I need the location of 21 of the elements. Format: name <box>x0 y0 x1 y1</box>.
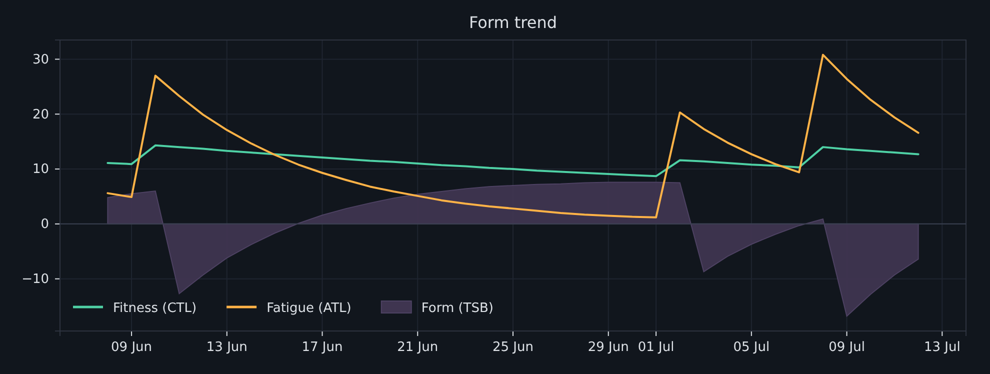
x-tick-label: 01 Jul <box>638 340 674 356</box>
y-tick-label: 20 <box>32 107 49 122</box>
x-tick-label: 21 Jun <box>397 340 438 356</box>
chart-title: Form trend <box>468 13 558 32</box>
y-tick-label: 10 <box>32 162 49 178</box>
y-tick-label: −10 <box>22 272 49 287</box>
line-series <box>106 54 920 218</box>
x-tick-label: 09 Jul <box>828 340 865 356</box>
y-tick-label: 0 <box>40 217 49 232</box>
legend-label: Fitness (CTL) <box>113 301 197 316</box>
legend-label: Form (TSB) <box>421 301 494 316</box>
x-tick-label: 09 Jun <box>111 340 152 356</box>
line-series <box>106 144 920 178</box>
x-tick-label: 29 Jun <box>588 340 629 356</box>
x-tick-label: 05 Jul <box>733 340 770 356</box>
x-tick-label: 25 Jun <box>492 340 534 356</box>
x-tick-label: 13 Jun <box>206 340 248 356</box>
x-tick-label: 13 Jul <box>924 340 960 356</box>
x-tick-label: 17 Jun <box>302 340 343 356</box>
y-tick-label: 30 <box>32 52 49 68</box>
legend-label: Fatigue (ATL) <box>266 301 352 316</box>
